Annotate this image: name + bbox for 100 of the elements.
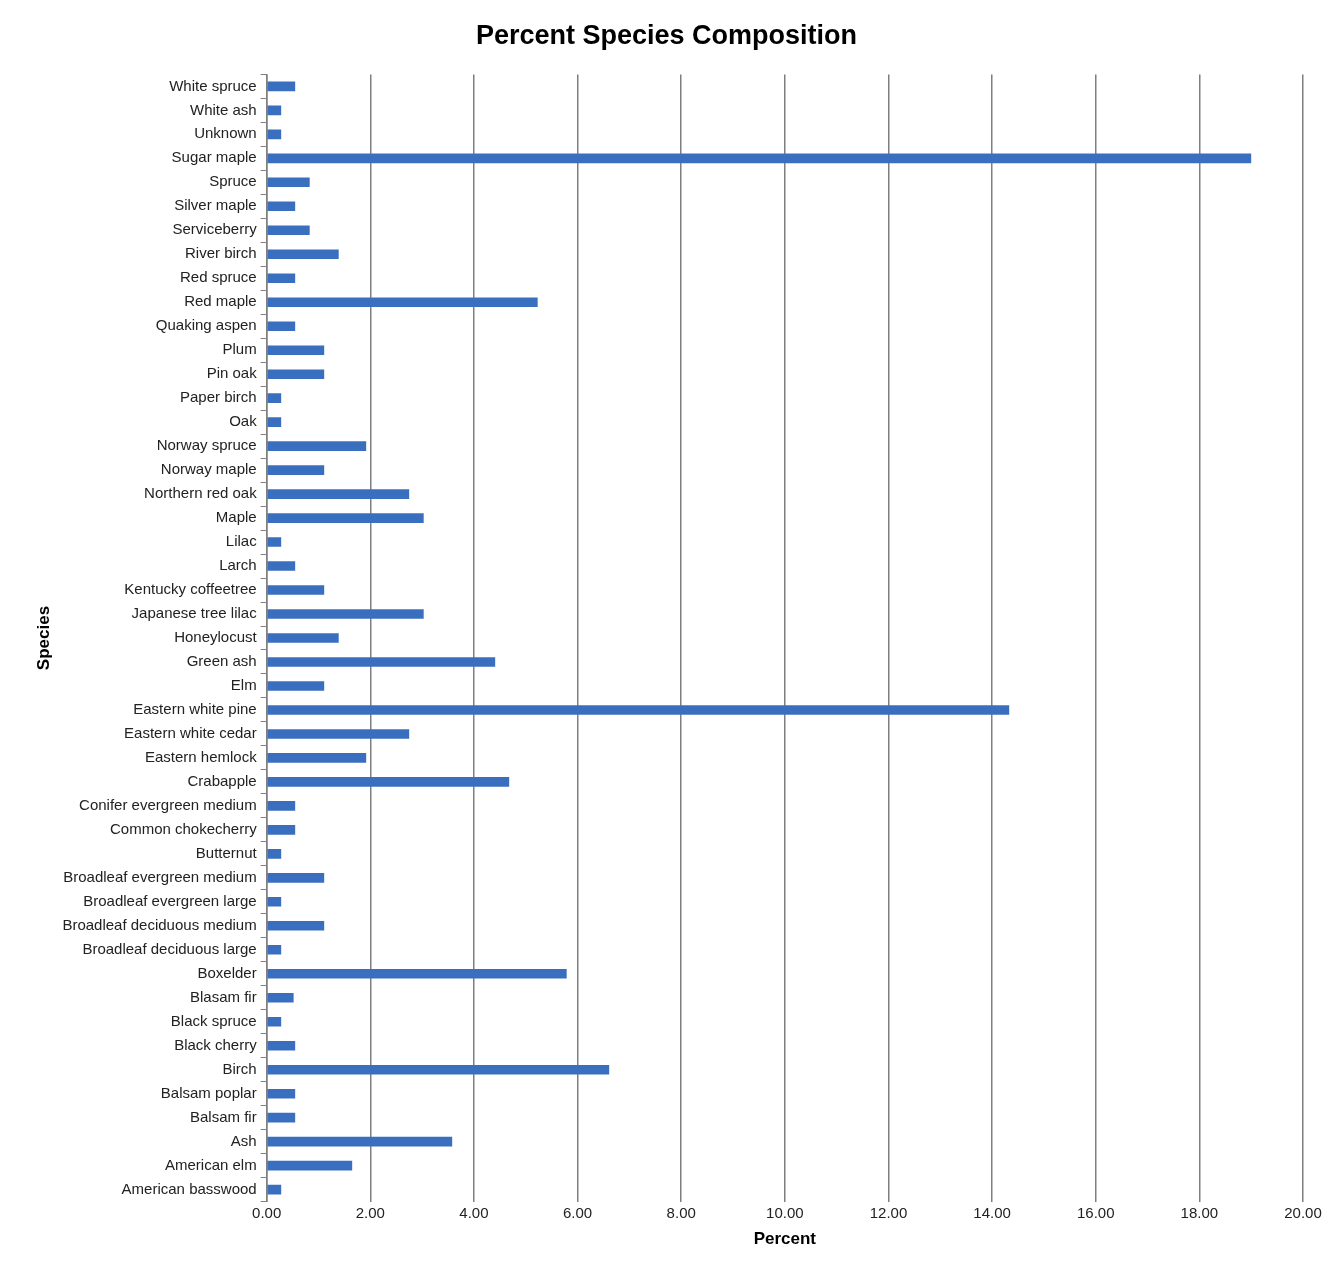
bar <box>267 441 367 451</box>
y-tick-label: Birch <box>222 1059 257 1077</box>
bar <box>267 249 339 260</box>
bar <box>267 201 296 212</box>
x-tick-label: 6.00 <box>562 1203 593 1221</box>
y-tick-label: Black cherry <box>174 1035 258 1053</box>
bar <box>267 609 424 619</box>
bar <box>267 129 282 140</box>
y-tick-label: Pin oak <box>206 364 258 382</box>
y-tick-label: Maple <box>215 508 257 526</box>
bar <box>267 81 296 92</box>
y-tick-label: Norway spruce <box>156 436 257 454</box>
bar <box>267 273 296 284</box>
bar <box>267 417 282 427</box>
y-tick-label: American elm <box>164 1155 257 1173</box>
x-tick-label: 8.00 <box>666 1203 696 1221</box>
y-tick-label: Broadleaf evergreen large <box>83 891 257 909</box>
bar <box>267 849 282 859</box>
y-tick-label: Silver maple <box>174 196 257 214</box>
y-tick-label: White spruce <box>169 76 257 94</box>
bar <box>267 561 296 571</box>
bar <box>267 633 339 643</box>
x-axis-title: Percent <box>753 1229 817 1249</box>
y-tick-label: Conifer evergreen medium <box>79 796 257 814</box>
y-tick-label: Eastern white pine <box>133 700 257 718</box>
y-tick-label: Honeylocust <box>174 628 258 646</box>
y-tick-label: River birch <box>184 244 257 262</box>
bar <box>267 105 282 116</box>
y-tick-label: Red spruce <box>179 268 257 286</box>
y-tick-label: Quaking aspen <box>155 316 257 334</box>
bar <box>267 1064 610 1075</box>
bar <box>267 369 325 379</box>
x-tick-label: 20.00 <box>1284 1203 1322 1221</box>
chart-title: Percent Species Composition <box>475 19 858 50</box>
bar <box>267 968 567 979</box>
bar <box>267 321 296 332</box>
y-tick-label: Norway maple <box>160 460 257 478</box>
bar <box>267 1112 296 1123</box>
bar <box>267 873 325 883</box>
y-axis-title: Species <box>33 605 53 671</box>
x-tick-label: 10.00 <box>766 1203 804 1221</box>
y-tick-label: Spruce <box>209 172 257 190</box>
bar <box>267 705 1010 715</box>
bar <box>267 753 367 763</box>
x-tick-label: 4.00 <box>459 1203 489 1221</box>
y-tick-label: Green ash <box>186 652 257 670</box>
y-tick-label: Serviceberry <box>172 220 258 238</box>
y-tick-label: Butternut <box>195 843 258 861</box>
bar <box>267 1040 296 1051</box>
x-tick-label: 18.00 <box>1180 1203 1219 1221</box>
y-tick-label: Boxelder <box>197 963 257 981</box>
x-tick-label: 0.00 <box>252 1203 282 1221</box>
bar <box>267 992 294 1003</box>
bar <box>267 801 296 811</box>
y-tick-label: Broadleaf deciduous large <box>82 939 257 957</box>
bar <box>267 513 424 523</box>
bar <box>267 657 496 667</box>
y-tick-label: American basswood <box>121 1179 257 1197</box>
y-tick-label: Unknown <box>194 124 257 142</box>
x-tick-label: 14.00 <box>973 1203 1011 1221</box>
y-tick-label: Eastern hemlock <box>144 748 258 766</box>
y-tick-label: Japanese tree lilac <box>131 604 258 622</box>
bar <box>267 585 325 595</box>
bar <box>267 153 1252 164</box>
bar <box>267 729 410 739</box>
x-tick-label: 16.00 <box>1076 1203 1115 1221</box>
bar <box>267 897 282 907</box>
y-tick-label: Crabapple <box>187 772 257 790</box>
bar <box>267 944 282 955</box>
bar <box>267 225 310 236</box>
y-tick-label: Ash <box>230 1131 257 1149</box>
bar <box>267 1016 282 1027</box>
x-tick-label: 12.00 <box>869 1203 908 1221</box>
y-tick-label: Black spruce <box>170 1011 257 1029</box>
bar <box>267 825 296 835</box>
bar <box>267 489 410 499</box>
y-tick-label: Eastern white cedar <box>124 724 257 742</box>
bar <box>267 777 510 787</box>
y-tick-label: White ash <box>189 100 257 118</box>
x-tick-label: 2.00 <box>355 1203 385 1221</box>
y-tick-label: Oak <box>229 412 258 430</box>
y-tick-label: Red maple <box>184 292 257 310</box>
y-tick-label: Balsam poplar <box>160 1083 257 1101</box>
y-tick-label: Paper birch <box>179 388 257 406</box>
y-tick-label: Broadleaf evergreen medium <box>63 867 257 885</box>
bar <box>267 1136 453 1147</box>
bar <box>267 1088 296 1099</box>
y-tick-label: Broadleaf deciduous medium <box>62 915 257 933</box>
y-tick-label: Common chokecherry <box>109 820 258 837</box>
bar <box>267 177 310 188</box>
bar <box>267 393 282 403</box>
bar <box>267 537 282 547</box>
y-tick-label: Plum <box>222 340 257 358</box>
y-tick-label: Elm <box>230 676 257 694</box>
bar <box>267 1160 353 1171</box>
bar <box>267 465 325 475</box>
bar <box>267 1184 282 1195</box>
bar <box>267 345 325 355</box>
y-tick-label: Northern red oak <box>144 484 258 502</box>
bar <box>267 681 325 691</box>
